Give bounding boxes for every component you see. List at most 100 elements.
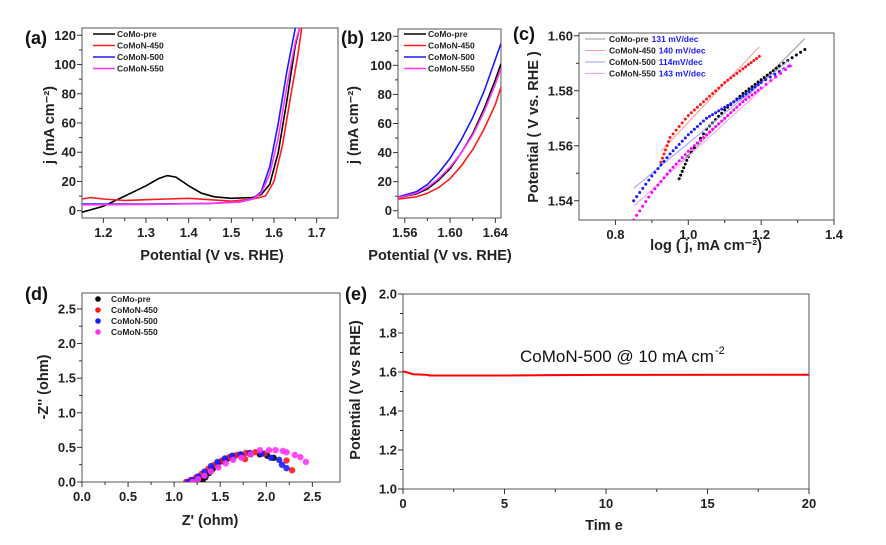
legend-marker	[95, 329, 101, 335]
legend-label: CoMo-pre	[609, 34, 649, 44]
data-point	[683, 152, 687, 156]
y-tick-label: 2.0	[58, 336, 76, 351]
y-axis-label: j (mA cm⁻²)	[346, 86, 362, 165]
x-tick-label: 1.5	[211, 489, 229, 504]
data-point	[723, 105, 727, 109]
data-point	[762, 75, 766, 79]
y-tick-label: 80	[378, 87, 392, 102]
panel-c: (c) 0.8 1.0 1.2 1.4 1.54 1.56 1.58 1.60 log ( j, …	[513, 24, 844, 254]
data-point	[764, 82, 768, 86]
data-point	[717, 122, 721, 126]
y-tick-label: 1.0	[58, 405, 76, 420]
data-point	[288, 467, 296, 474]
data-point	[635, 213, 639, 217]
y-tick-label: 100	[370, 58, 392, 73]
series-line-CoMoN-550	[398, 68, 501, 199]
y-tick-label: 60	[378, 116, 392, 131]
data-point	[759, 78, 763, 82]
data-point	[659, 160, 663, 164]
data-point	[738, 96, 742, 100]
panel-label: (d)	[25, 284, 48, 304]
legend-label: CoMoN-550	[117, 64, 164, 74]
data-point	[714, 111, 718, 115]
plot-area	[632, 38, 807, 220]
data-point	[744, 97, 748, 101]
data-point	[695, 141, 699, 145]
legend-slope: 131 mV/dec	[652, 34, 699, 44]
data-point	[689, 130, 693, 134]
data-point	[674, 146, 678, 150]
data-point	[771, 69, 775, 73]
data-point	[194, 476, 202, 482]
plot-area	[403, 370, 809, 377]
data-point	[680, 121, 684, 125]
data-point	[741, 100, 745, 104]
y-axis-label: Potential (V vs RHE)	[348, 320, 364, 460]
data-point	[683, 117, 687, 121]
data-point	[729, 76, 733, 80]
data-point	[302, 458, 310, 466]
data-point	[215, 464, 222, 471]
data-point	[759, 86, 763, 90]
data-point	[708, 94, 712, 98]
data-point	[632, 199, 636, 203]
data-point	[671, 149, 675, 153]
y-tick-label: 1.4	[379, 404, 398, 419]
data-point	[777, 64, 781, 68]
data-point	[746, 63, 750, 67]
y-tick-label: 1.60	[548, 28, 573, 43]
data-point	[701, 100, 705, 104]
data-point	[720, 119, 724, 123]
data-point	[686, 114, 690, 117]
plot-frame	[81, 292, 341, 483]
y-tick-label: 1.6	[379, 365, 397, 380]
data-point	[749, 61, 753, 65]
series-line-CoMoN-500	[82, 28, 297, 205]
annotation-superscript: -2	[715, 345, 725, 357]
data-point	[738, 103, 742, 106]
legend-label: CoMo-pre	[117, 29, 157, 39]
data-point	[660, 156, 664, 160]
panel-a: (a) 1.2 1.3 1.4 1.5 1.6 1.7 0 20 40 60 80 100 120 Pote…	[25, 27, 339, 264]
data-point	[764, 78, 768, 82]
legend-slope: 140 mV/dec	[659, 46, 706, 56]
data-point	[726, 114, 730, 117]
data-point	[732, 100, 736, 104]
y-tick-label: 80	[62, 86, 76, 101]
legend-label: CoMoN-550	[609, 69, 656, 79]
series-line-CoMo-pre	[398, 63, 501, 199]
data-point	[774, 66, 778, 70]
data-point	[790, 56, 794, 60]
data-point	[683, 136, 687, 140]
data-point	[744, 65, 748, 69]
data-point	[729, 102, 733, 106]
y-tick-label: 0	[69, 203, 76, 218]
legend-label: CoMoN-550	[428, 64, 475, 74]
data-point	[755, 56, 759, 60]
series-line-CoMoN-500	[398, 43, 501, 198]
data-point	[711, 127, 715, 131]
panel-d: (d) 0.0 0.5 1.0 1.5 2.0 2.5 0.0 0.5 1.0 1.5 2.0 2.5 Z…	[25, 284, 341, 529]
x-tick-label: 15	[700, 496, 714, 511]
legend-label: CoMoN-450	[111, 305, 158, 315]
data-point	[222, 460, 229, 467]
data-point	[747, 95, 751, 99]
data-point	[735, 71, 739, 75]
data-point	[799, 50, 803, 54]
data-point	[238, 454, 245, 461]
data-point	[692, 108, 696, 112]
data-point	[783, 68, 787, 72]
data-point	[750, 85, 754, 89]
y-tick-label: 2.0	[379, 287, 397, 302]
data-point	[757, 54, 761, 58]
x-tick-label: 0.0	[73, 489, 91, 504]
fit-line	[660, 46, 760, 152]
legend-label: CoMo-pre	[111, 294, 151, 304]
data-point	[741, 67, 745, 71]
data-point	[698, 122, 702, 126]
y-tick-label: 1.2	[379, 443, 397, 458]
y-axis-label: -Z'' (ohm)	[36, 354, 52, 419]
data-point	[656, 183, 660, 187]
x-tick-label: 1.2	[94, 225, 112, 240]
